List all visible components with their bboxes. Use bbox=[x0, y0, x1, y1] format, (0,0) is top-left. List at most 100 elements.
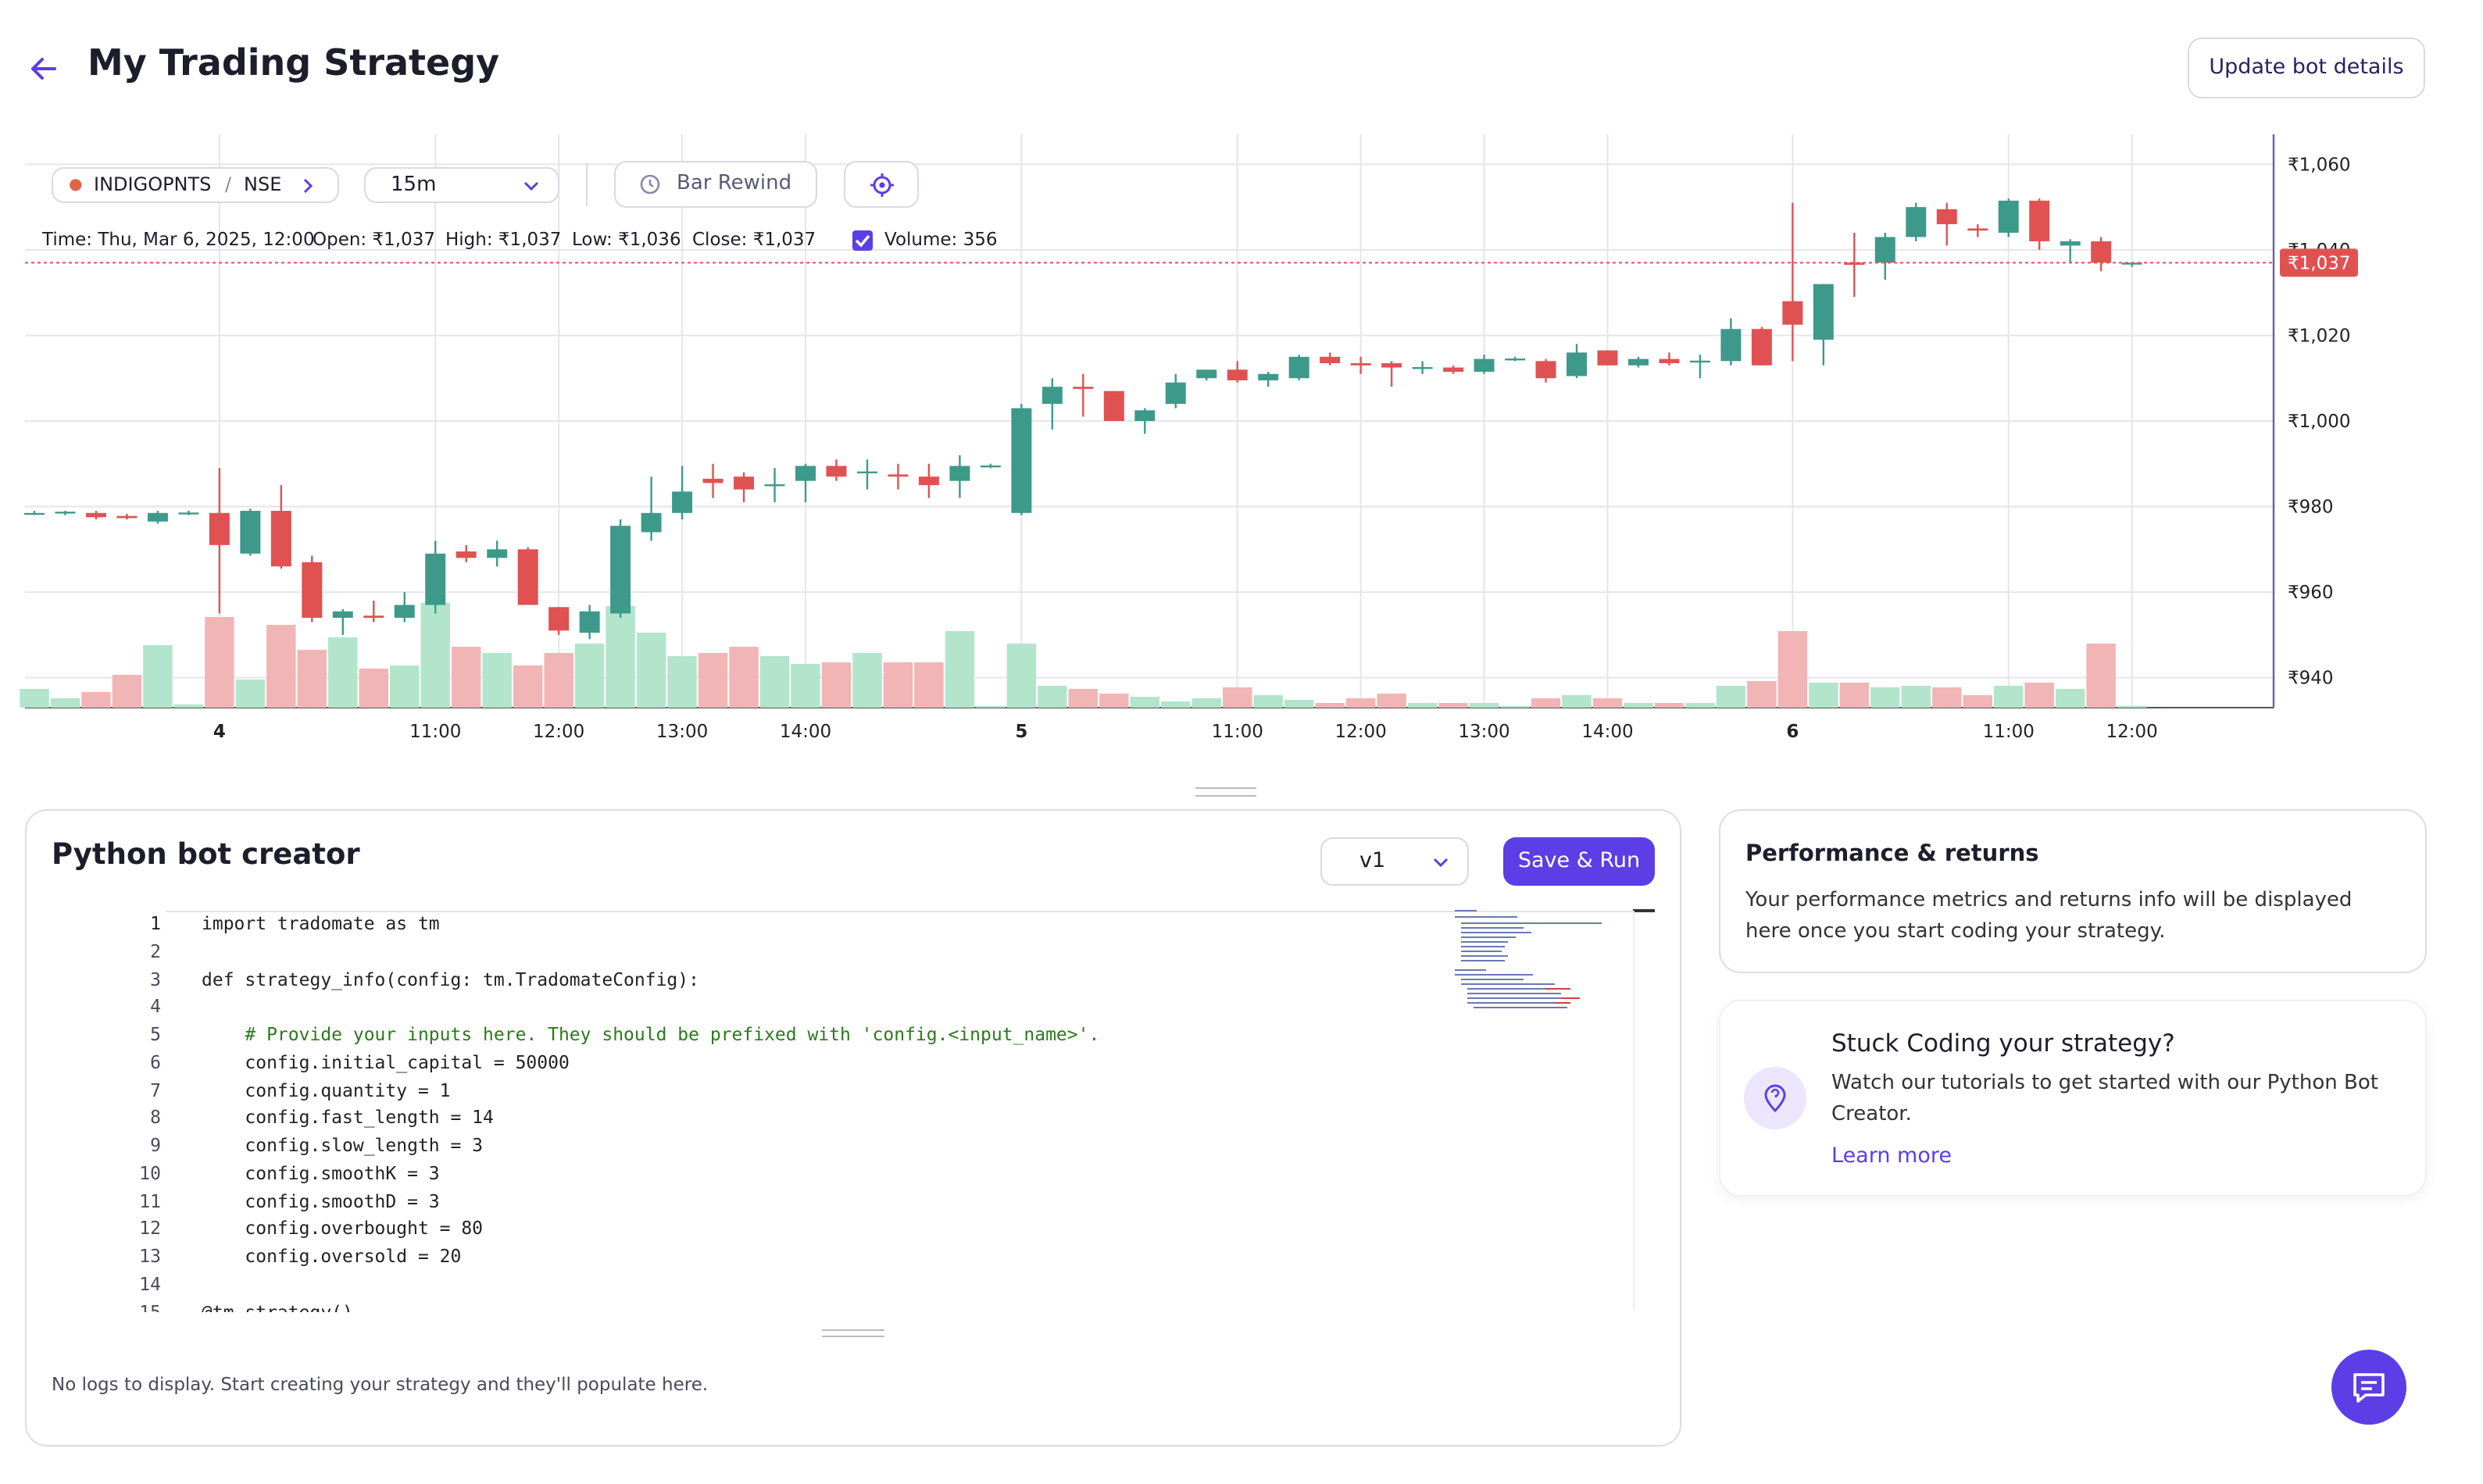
resize-handle[interactable] bbox=[1195, 787, 1256, 797]
volume-bar bbox=[50, 698, 80, 708]
volume-bar bbox=[914, 662, 944, 708]
candle-body bbox=[1443, 367, 1464, 373]
x-tick-label: 13:00 bbox=[656, 722, 708, 742]
candle-body bbox=[2029, 200, 2050, 241]
volume-bar bbox=[1130, 697, 1160, 708]
line-number: 11 bbox=[139, 1190, 161, 1211]
symbol-selector[interactable]: ● INDIGOPNTS / NSE bbox=[52, 167, 339, 203]
volume-bar bbox=[1562, 695, 1592, 708]
code-editor[interactable]: 1 import tradomate as tm 2 3 def strategy_in… bbox=[27, 909, 1589, 1312]
volume-bar bbox=[1839, 683, 1870, 708]
x-tick-label: 13:00 bbox=[1458, 722, 1509, 742]
volume-bar bbox=[20, 689, 49, 708]
version-selector[interactable]: v1 bbox=[1320, 837, 1469, 886]
ohlc-volume: Volume: 356 bbox=[884, 228, 998, 250]
exchange: NSE bbox=[244, 173, 282, 195]
line-number: 12 bbox=[139, 1217, 161, 1240]
help-card: Stuck Coding your strategy? Watch our tu… bbox=[1719, 1000, 2427, 1197]
candle-body bbox=[425, 553, 446, 605]
candle-body bbox=[702, 478, 723, 483]
learn-more-link[interactable]: Learn more bbox=[1831, 1143, 1952, 1168]
bar-rewind-button[interactable]: Bar Rewind bbox=[614, 161, 817, 208]
save-run-button[interactable]: Save & Run bbox=[1503, 837, 1655, 886]
candle-body bbox=[1782, 301, 1803, 325]
volume-bar bbox=[636, 633, 666, 708]
code-line: 9 config.slow_length = 3 bbox=[27, 1131, 1480, 1159]
code-line: 1 import tradomate as tm bbox=[27, 909, 1480, 937]
code-line: 8 config.fast_length = 14 bbox=[27, 1104, 1480, 1132]
x-tick-label: 11:00 bbox=[1212, 722, 1263, 742]
candle-body bbox=[1412, 366, 1433, 369]
volume-bar bbox=[1993, 686, 2024, 708]
candle-body bbox=[1844, 262, 1865, 266]
y-tick-label: ₹1,000 bbox=[2288, 412, 2350, 432]
code-line: 2 bbox=[27, 937, 1480, 965]
candle-body bbox=[1165, 382, 1186, 405]
code-text: @tm.strategy() bbox=[202, 1300, 353, 1312]
candle-body bbox=[826, 466, 847, 477]
volume-bar bbox=[1253, 695, 1283, 708]
candle-body bbox=[1505, 359, 1526, 361]
code-text: def strategy_info(config: tm.TradomateCo… bbox=[202, 968, 699, 990]
line-number: 7 bbox=[150, 1079, 161, 1101]
x-tick-label: 6 bbox=[1786, 722, 1799, 742]
code-line: 6 config.initial_capital = 50000 bbox=[27, 1048, 1480, 1076]
volume-bar bbox=[112, 675, 142, 708]
volume-bar bbox=[328, 637, 358, 708]
x-tick-label: 4 bbox=[213, 722, 226, 742]
candle-body bbox=[240, 511, 261, 554]
volume-bar bbox=[698, 653, 728, 708]
candle-body bbox=[1350, 363, 1371, 366]
update-button[interactable]: Update bot details bbox=[2188, 37, 2425, 98]
ohlc-close: Close: ₹1,037 bbox=[692, 228, 816, 250]
volume-bar bbox=[606, 606, 635, 708]
volume-bar bbox=[1747, 681, 1777, 708]
chat-button[interactable] bbox=[2331, 1350, 2406, 1425]
last-price-label: ₹1,037 bbox=[2288, 253, 2350, 273]
volume-bar bbox=[1284, 700, 1314, 708]
volume-bar bbox=[513, 665, 543, 708]
volume-bar bbox=[1469, 703, 1499, 708]
candle-body bbox=[1381, 363, 1402, 368]
candle-body bbox=[764, 484, 785, 487]
volume-bar bbox=[482, 653, 512, 708]
code-line: 12 config.overbought = 80 bbox=[27, 1215, 1480, 1243]
x-tick-label: 14:00 bbox=[780, 722, 831, 742]
candle-body bbox=[2091, 241, 2112, 263]
candle-body bbox=[1535, 361, 1556, 379]
candle-body bbox=[672, 491, 693, 513]
candle-body bbox=[1936, 209, 1957, 225]
volume-checkbox[interactable] bbox=[852, 230, 874, 251]
volume-bar bbox=[81, 692, 111, 708]
back-arrow[interactable] bbox=[25, 50, 63, 87]
code-text: config.fast_length = 14 bbox=[202, 1106, 494, 1129]
resize-handle[interactable] bbox=[822, 1329, 884, 1337]
line-number: 9 bbox=[150, 1134, 161, 1156]
candle-body bbox=[579, 611, 600, 633]
volume-bar bbox=[1685, 703, 1715, 708]
symbol: INDIGOPNTS bbox=[94, 173, 212, 195]
line-number: 6 bbox=[150, 1051, 161, 1073]
candle-body bbox=[949, 466, 970, 481]
code-line: 14 bbox=[27, 1270, 1480, 1298]
interval-selector[interactable]: 15m bbox=[364, 167, 559, 203]
volume-bar bbox=[1809, 683, 1838, 708]
target-button[interactable] bbox=[844, 161, 919, 208]
candle-body bbox=[1567, 352, 1587, 376]
volume-bar bbox=[2055, 689, 2085, 708]
candle-body bbox=[1597, 350, 1618, 366]
code-text: config.oversold = 20 bbox=[202, 1245, 462, 1267]
interval: 15m bbox=[391, 173, 437, 197]
volume-bar bbox=[205, 617, 234, 708]
candle-body bbox=[1320, 356, 1341, 364]
editor-card: Python bot creator v1 Save & Run 1 import… bbox=[25, 809, 1681, 1447]
chevron bbox=[303, 178, 313, 194]
code-text: config.slow_length = 3 bbox=[202, 1134, 484, 1156]
volume-bar bbox=[143, 645, 173, 708]
volume-bar bbox=[451, 647, 481, 708]
minimap bbox=[1455, 910, 1602, 1008]
volume-bar bbox=[266, 625, 296, 708]
candle-body bbox=[980, 465, 1001, 468]
volume-bar bbox=[883, 662, 913, 708]
